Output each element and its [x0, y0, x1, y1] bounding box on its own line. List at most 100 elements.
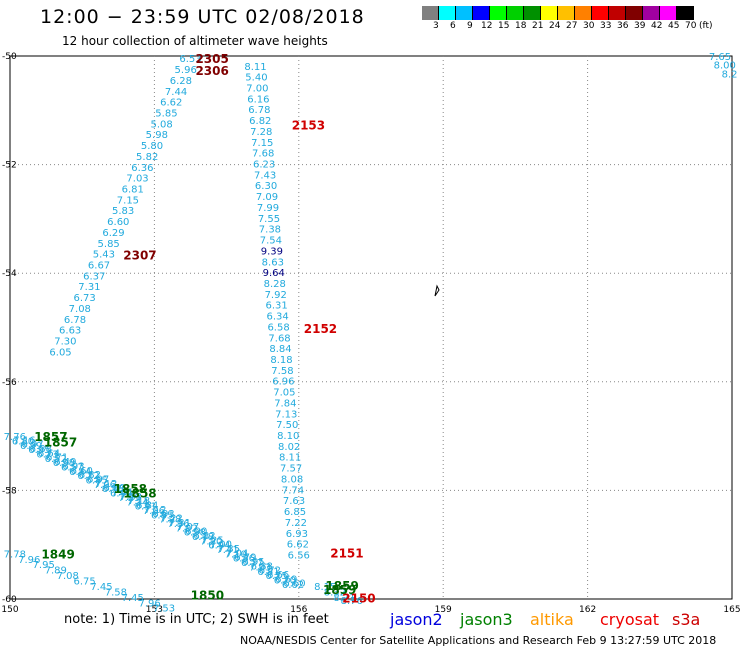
wave-height-point: 7.05: [273, 388, 295, 399]
wave-height-point: 7.10: [225, 549, 247, 560]
wave-height-point: 7.68: [252, 149, 274, 160]
wave-height-point: 6.49: [54, 457, 76, 468]
wave-height-point: 8.18: [270, 355, 292, 366]
wave-height-point: 7.28: [159, 515, 181, 526]
wave-height-point: 7.35: [218, 544, 240, 555]
wave-height-point: 6.75: [73, 577, 95, 588]
wave-height-point: 5.85: [155, 108, 177, 119]
wave-height-point: 7.84: [274, 398, 296, 409]
wave-height-point: 7.74: [282, 485, 304, 496]
pass-time-label: 1857: [44, 436, 77, 450]
wave-height-point: 7.55: [258, 214, 280, 225]
legend-swatch: [677, 6, 694, 20]
x-tick-label: 150: [1, 605, 18, 615]
wave-height-point: 6.34: [266, 312, 288, 323]
wave-height-point: 8.11: [279, 453, 301, 464]
wave-height-point: 6.85: [86, 476, 108, 487]
wave-height-point: 7.50: [276, 420, 298, 431]
wave-height-point: 7.36: [167, 519, 189, 530]
wave-height-point: 6.73: [73, 293, 95, 304]
wave-height-point: 6.91: [135, 502, 157, 513]
pass-time-label: 1858: [123, 487, 156, 501]
wave-height-point: 6.73: [36, 449, 58, 460]
wave-height-point: 6.72: [77, 471, 99, 482]
wave-height-point: 7.12: [144, 505, 166, 516]
wave-height-point: 6.72: [259, 566, 281, 577]
wave-height-point: 6.53: [179, 54, 201, 65]
wave-height-point: 7.15: [117, 195, 139, 206]
wave-height-point: 6.82: [193, 531, 215, 542]
wave-height-point: 7.01: [111, 487, 133, 498]
legend-label: 36: [617, 21, 629, 31]
wave-height-point: 7.02: [176, 523, 198, 534]
wave-height-point: 7.18: [128, 496, 150, 507]
legend-label: 6: [450, 21, 456, 31]
wave-height-point: 5.80: [141, 141, 163, 152]
wave-height-point: 7.31: [169, 518, 191, 529]
wave-height-point: 6.78: [248, 105, 270, 116]
legend-swatch: [626, 6, 643, 20]
wave-height-point: 6.85: [284, 507, 306, 518]
wave-height-point: 8.84: [269, 344, 291, 355]
wave-height-point: 8.28: [264, 279, 286, 290]
satellite-s3a: s3a: [672, 610, 701, 629]
wave-height-point: 6.98: [184, 528, 206, 539]
x-tick-label: 159: [435, 605, 452, 615]
satellite-jason2: jason2: [390, 610, 443, 629]
wave-height-point: 6.81: [257, 567, 279, 578]
legend-swatch: [473, 6, 490, 20]
wave-height-point: 7.22: [285, 518, 307, 529]
tick-labels: 150 153 156 159 162 165 -50 -52 -54 -56 -58 -60: [1, 52, 740, 615]
wave-height-point: 6.62: [287, 540, 309, 551]
legend-label: 33: [600, 21, 612, 31]
legend-label: (ft): [699, 21, 713, 31]
wave-height-point: 6.82: [79, 470, 101, 481]
wave-height-point: 6.93: [286, 529, 308, 540]
wave-height-point: 7.92: [265, 290, 287, 301]
data-tracks: 6.535.966.287.446.625.855.085.985.805.82…: [4, 52, 738, 615]
legend-label: 18: [515, 21, 527, 31]
wave-height-point: 6.69: [275, 574, 297, 585]
plot-frame: [9, 55, 733, 600]
y-tick-label: -52: [2, 161, 17, 171]
wave-height-point: 7.58: [271, 366, 293, 377]
wave-height-point: 6.05: [49, 347, 71, 358]
wave-height-point: 5.85: [98, 239, 120, 250]
wave-height-point: 6.36: [131, 163, 153, 174]
wave-height-point: 7.20: [200, 536, 222, 547]
wave-height-point: 7.96: [138, 598, 160, 609]
wave-height-point: 6.88: [30, 444, 52, 455]
satellite-jason3: jason3: [460, 610, 513, 629]
y-tick-label: -60: [2, 595, 17, 605]
y-tick-label: -56: [2, 378, 17, 388]
wave-height-point: 6.44: [69, 467, 91, 478]
wave-height-point: 5.40: [245, 73, 267, 84]
wave-height-point: 8.10: [277, 431, 299, 442]
wave-height-point: 6.62: [282, 580, 304, 591]
wave-height-point: 7.44: [165, 87, 187, 98]
wave-height-point: 7.54: [260, 236, 282, 247]
legend-swatch: [524, 6, 541, 20]
wave-height-point: 6.52: [45, 454, 67, 465]
wave-height-point: 8.00: [714, 61, 736, 72]
footer-credit: NOAA/NESDIS Center for Satellite Applica…: [240, 634, 717, 647]
pass-time-label: 1849: [41, 547, 74, 561]
wave-height-point: 6.81: [122, 184, 144, 195]
chart-title: 12:00 − 23:59 UTC 02/08/2018: [40, 6, 365, 28]
wave-height-point: 6.67: [88, 261, 110, 272]
wave-height-point: 6.28: [170, 76, 192, 87]
wave-height-point: 8.2: [722, 69, 738, 80]
wave-height-point: 6.95: [242, 557, 264, 568]
wave-height-point: 6.31: [266, 301, 288, 312]
wave-height-point: 6.77: [241, 558, 263, 569]
wave-height-point: 7.58: [105, 587, 127, 598]
satellite-altika: altika: [530, 610, 574, 629]
wave-height-point: 6.60: [283, 579, 305, 590]
landmass-marker: [434, 284, 440, 297]
wave-height-point: 6.82: [249, 116, 271, 127]
wave-height-point: 7.63: [283, 496, 305, 507]
wave-height-point: 5.82: [136, 152, 158, 163]
legend-swatch: [592, 6, 609, 20]
legend-label: 9: [467, 21, 473, 31]
wave-height-point: 6.99: [20, 441, 42, 452]
